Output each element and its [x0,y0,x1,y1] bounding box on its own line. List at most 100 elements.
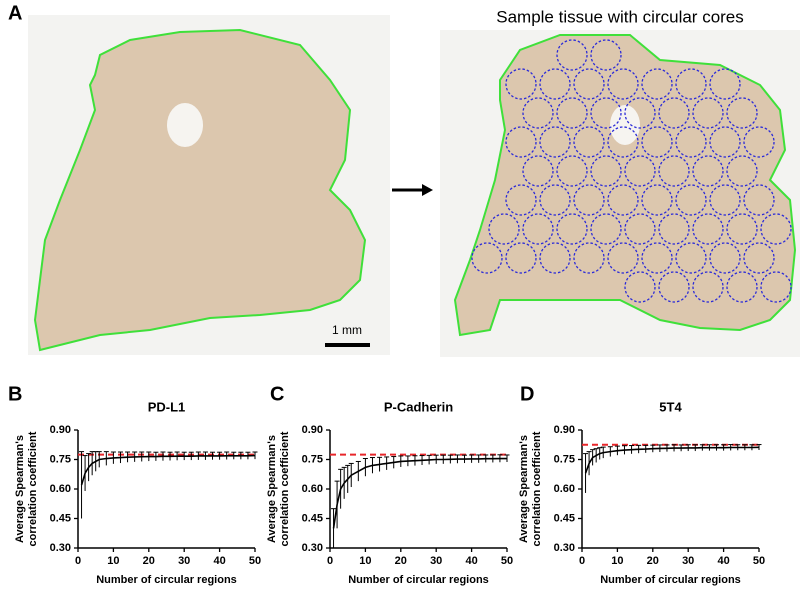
core [590,39,622,71]
y-tick-label: 0.45 [554,512,575,524]
core [726,213,758,245]
y-axis-label: correlation coefficient [27,431,39,546]
x-tick-label: 40 [717,555,729,567]
core [573,184,605,216]
x-tick-label: 20 [143,555,155,567]
mean-line [584,446,760,474]
core [607,126,639,158]
core [692,97,724,129]
core [556,155,588,187]
chart-title: P-Cadherin [384,399,453,414]
arrow-head [422,184,433,196]
core [692,213,724,245]
core [607,184,639,216]
core [607,68,639,100]
y-axis-label: correlation coefficient [531,431,543,546]
core [675,68,707,100]
core [641,126,673,158]
core [505,68,537,100]
core [743,126,775,158]
core [556,213,588,245]
core [522,213,554,245]
x-tick-label: 10 [107,555,119,567]
core [641,184,673,216]
x-tick-label: 20 [395,555,407,567]
core [709,126,741,158]
core [539,68,571,100]
x-tick-label: 30 [178,555,190,567]
core [556,97,588,129]
core [709,242,741,274]
core [692,155,724,187]
core [760,271,792,303]
core [675,184,707,216]
core [539,126,571,158]
x-tick-label: 50 [753,555,765,567]
y-axis-label: Average Spearman's [266,435,278,543]
y-tick-label: 0.45 [302,512,323,524]
y-tick-label: 0.75 [302,453,323,465]
core [726,155,758,187]
x-tick-label: 40 [465,555,477,567]
x-tick-label: 30 [430,555,442,567]
x-axis-label: Number of circular regions [96,574,237,586]
x-tick-label: 20 [647,555,659,567]
core [658,271,690,303]
core [556,39,588,71]
core [658,155,690,187]
y-tick-label: 0.75 [50,453,71,465]
image-title: Sample tissue with circular cores [496,7,744,26]
x-tick-label: 10 [611,555,623,567]
core [488,213,520,245]
core [505,126,537,158]
y-axis-label: Average Spearman's [14,435,26,543]
y-tick-label: 0.75 [554,453,575,465]
chart-title: 5T4 [659,399,682,414]
y-tick-label: 0.90 [50,424,71,436]
core [743,184,775,216]
y-tick-label: 0.60 [554,483,575,495]
core [590,155,622,187]
y-axis-label: correlation coefficient [279,431,291,546]
core [539,242,571,274]
core [658,97,690,129]
y-tick-label: 0.90 [302,424,323,436]
core [590,97,622,129]
core [573,68,605,100]
core [505,242,537,274]
x-tick-label: 0 [75,555,81,567]
panel-label: A [8,2,22,24]
core [624,213,656,245]
core [590,213,622,245]
tissue-hole [610,105,640,145]
x-tick-label: 0 [579,555,585,567]
y-tick-label: 0.90 [554,424,575,436]
y-axis-label: Average Spearman's [518,435,530,543]
core [743,242,775,274]
core [624,97,656,129]
y-tick-label: 0.45 [50,512,71,524]
tissue-hole [167,103,203,147]
x-tick-label: 30 [682,555,694,567]
core [641,68,673,100]
cores [471,39,792,303]
x-axis-label: Number of circular regions [600,574,741,586]
x-tick-label: 50 [249,555,261,567]
panel-label: B [8,383,22,405]
panel-label: C [270,383,284,405]
core [760,213,792,245]
core [641,242,673,274]
core [675,126,707,158]
core [675,242,707,274]
core [692,271,724,303]
core [471,242,503,274]
core [658,213,690,245]
y-tick-label: 0.30 [50,542,71,554]
y-tick-label: 0.60 [302,483,323,495]
core [709,184,741,216]
core [709,68,741,100]
mean-line [80,454,256,486]
x-tick-label: 40 [213,555,225,567]
x-axis-label: Number of circular regions [348,574,489,586]
